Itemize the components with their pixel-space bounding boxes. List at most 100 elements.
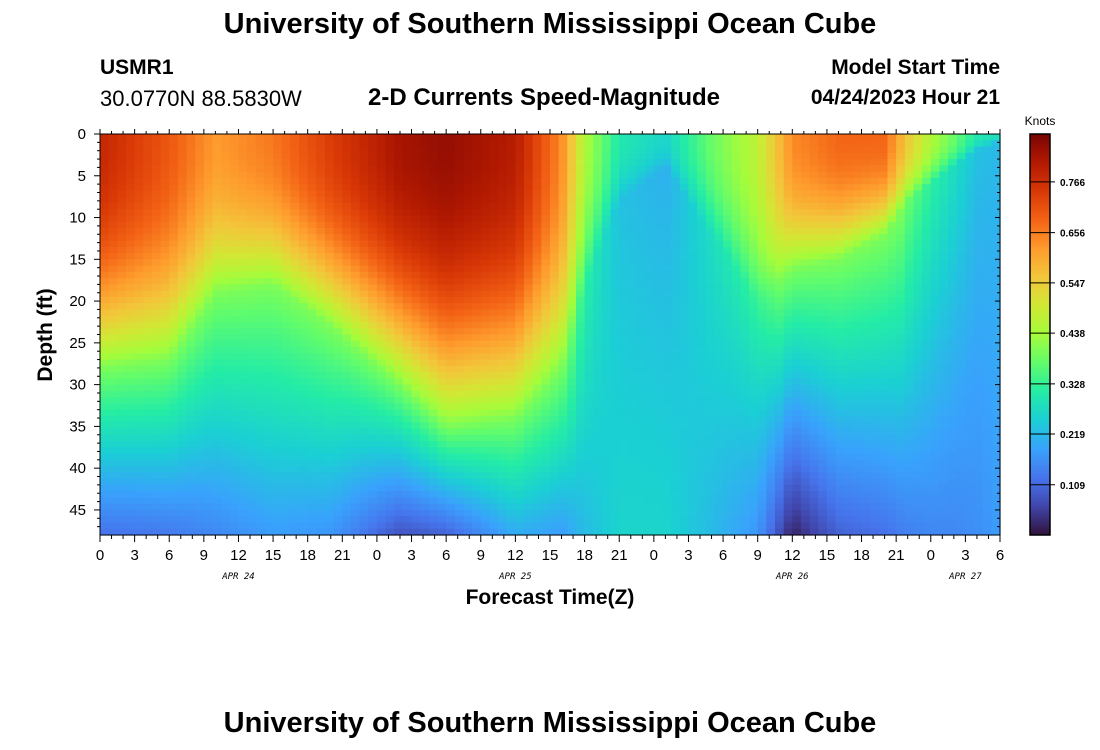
heatmap-cell: [463, 196, 473, 204]
heatmap-cell: [307, 253, 317, 260]
heatmap-cell: [316, 202, 326, 210]
heatmap-cell: [160, 340, 170, 348]
heatmap-cell: [454, 177, 465, 185]
heatmap-cell: [359, 140, 369, 148]
heatmap-cell: [160, 484, 170, 492]
heatmap-cell: [203, 234, 214, 242]
heatmap-cell: [636, 459, 646, 467]
heatmap-cell: [420, 422, 430, 430]
heatmap-cell: [731, 434, 741, 442]
heatmap-cell: [186, 409, 196, 417]
heatmap-cell: [584, 528, 594, 536]
heatmap-cell: [454, 503, 465, 511]
heatmap-cell: [316, 177, 326, 185]
heatmap-cell: [247, 152, 257, 160]
heatmap-cell: [714, 409, 724, 417]
heatmap-cell: [454, 384, 465, 392]
heatmap-cell: [705, 409, 716, 417]
heatmap-cell: [550, 265, 560, 273]
heatmap-cell: [472, 259, 482, 267]
heatmap-cell: [221, 271, 231, 279]
heatmap-cell: [705, 315, 716, 323]
heatmap-cell: [567, 447, 577, 455]
heatmap-cell: [402, 434, 413, 442]
heatmap-cell: [679, 497, 690, 505]
heatmap-cell: [350, 165, 361, 173]
heatmap-cell: [757, 384, 767, 392]
heatmap-cell: [143, 478, 153, 486]
heatmap-cell: [498, 372, 508, 379]
heatmap-cell: [731, 397, 741, 405]
heatmap-cell: [498, 321, 508, 329]
heatmap-cell: [160, 453, 170, 461]
heatmap-cell: [757, 378, 767, 386]
heatmap-cell: [472, 384, 482, 392]
heatmap-cell: [498, 278, 508, 285]
heatmap-cell: [151, 390, 162, 398]
heatmap-cell: [645, 528, 655, 536]
heatmap-cell: [411, 227, 421, 235]
heatmap-cell: [610, 253, 620, 260]
heatmap-cell: [740, 359, 750, 367]
heatmap-cell: [108, 177, 118, 185]
heatmap-cell: [731, 390, 741, 398]
heatmap-cell: [550, 528, 560, 536]
heatmap-cell: [290, 484, 300, 492]
heatmap-cell: [653, 284, 664, 292]
heatmap-cell: [480, 221, 491, 229]
heatmap-cell: [472, 353, 482, 361]
heatmap-cell: [558, 177, 568, 185]
heatmap-cell: [359, 353, 369, 361]
heatmap-cell: [489, 159, 499, 166]
heatmap-cell: [506, 202, 516, 210]
heatmap-cell: [437, 309, 447, 317]
heatmap-cell: [342, 227, 352, 235]
heatmap-cell: [143, 459, 153, 467]
heatmap-cell: [714, 522, 724, 530]
heatmap-cell: [342, 209, 352, 217]
heatmap-cell: [489, 415, 499, 423]
heatmap-cell: [636, 403, 646, 411]
heatmap-cell: [610, 146, 620, 154]
heatmap-cell: [584, 140, 594, 148]
heatmap-cell: [169, 516, 179, 524]
heatmap-cell: [203, 296, 214, 304]
heatmap-cell: [515, 340, 525, 348]
heatmap-cell: [177, 315, 188, 323]
heatmap-cell: [679, 328, 690, 336]
heatmap-cell: [740, 403, 750, 411]
heatmap-cell: [524, 409, 534, 417]
heatmap-cell: [671, 441, 681, 448]
heatmap-cell: [671, 184, 681, 191]
heatmap-cell: [221, 177, 231, 185]
heatmap-cell: [636, 290, 646, 298]
heatmap-cell: [749, 509, 759, 517]
heatmap-cell: [186, 516, 196, 524]
heatmap-cell: [506, 240, 516, 248]
heatmap-cell: [601, 359, 612, 367]
heatmap-cell: [350, 422, 361, 430]
heatmap-cell: [134, 296, 144, 304]
heatmap-cell: [342, 309, 352, 317]
heatmap-cell: [697, 390, 707, 398]
heatmap-cell: [169, 290, 179, 298]
heatmap-cell: [749, 209, 759, 217]
heatmap-cell: [645, 146, 655, 154]
heatmap-cell: [489, 359, 499, 367]
heatmap-cell: [584, 434, 594, 442]
heatmap-cell: [437, 359, 447, 367]
heatmap-cell: [160, 528, 170, 536]
heatmap-cell: [325, 428, 335, 436]
heatmap-cell: [506, 409, 516, 417]
heatmap-cell: [342, 528, 352, 536]
heatmap-cell: [238, 321, 248, 329]
heatmap-cell: [307, 503, 317, 511]
heatmap-cell: [186, 296, 196, 304]
heatmap-cell: [333, 372, 343, 379]
heatmap-cell: [584, 315, 594, 323]
heatmap-cell: [679, 528, 690, 536]
heatmap-cell: [186, 196, 196, 204]
heatmap-cell: [688, 459, 698, 467]
heatmap-cell: [325, 202, 335, 210]
heatmap-cell: [679, 447, 690, 455]
